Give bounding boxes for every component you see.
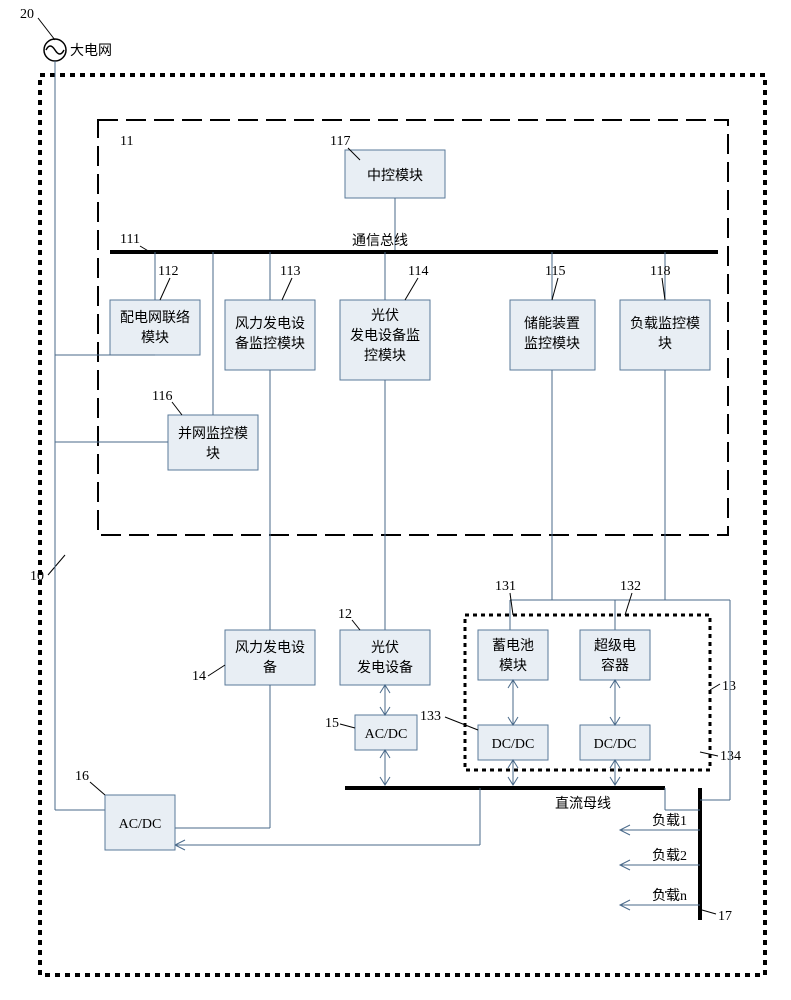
svg-text:控模块: 控模块 — [364, 348, 406, 364]
load-1-label: 负载1 — [652, 813, 687, 829]
svg-text:备: 备 — [263, 659, 277, 676]
svg-text:发电设备监: 发电设备监 — [350, 327, 420, 344]
svg-text:蓄电池: 蓄电池 — [492, 638, 534, 654]
svg-text:备监控模块: 备监控模块 — [235, 335, 305, 352]
storage-monitor-module: 储能装置 监控模块 — [510, 300, 595, 370]
grid-link-module: 配电网联络 模块 — [110, 300, 200, 355]
supercap-module: 超级电 容器 — [580, 630, 650, 680]
label-133: 133 — [420, 709, 441, 724]
load-2-label: 负载2 — [652, 848, 687, 864]
svg-text:AC/DC: AC/DC — [365, 727, 408, 742]
label-132: 132 — [620, 579, 641, 594]
dcdc-converter-133: DC/DC — [478, 725, 548, 760]
svg-text:块: 块 — [206, 446, 220, 462]
acdc-converter-15: AC/DC — [355, 715, 417, 750]
svg-text:中控模块: 中控模块 — [367, 168, 423, 184]
battery-module: 蓄电池 模块 — [478, 630, 548, 680]
dcdc-converter-134: DC/DC — [580, 725, 650, 760]
label-112: 112 — [158, 264, 178, 279]
label-16: 16 — [75, 769, 89, 784]
svg-text:储能装置: 储能装置 — [524, 316, 580, 332]
svg-text:光伏: 光伏 — [371, 640, 399, 656]
label-10: 10 — [30, 569, 44, 584]
label-117: 117 — [330, 134, 350, 149]
grid-label: 大电网 — [70, 43, 112, 59]
label-14: 14 — [192, 669, 206, 684]
label-11: 11 — [120, 134, 133, 149]
svg-text:DC/DC: DC/DC — [594, 737, 637, 752]
central-control-module: 中控模块 — [345, 150, 445, 198]
label-17: 17 — [718, 909, 732, 924]
svg-text:监控模块: 监控模块 — [524, 336, 580, 352]
svg-text:容器: 容器 — [601, 657, 629, 674]
svg-text:配电网联络: 配电网联络 — [120, 310, 190, 326]
label-113: 113 — [280, 264, 300, 279]
svg-text:并网监控模: 并网监控模 — [178, 426, 248, 442]
svg-text:AC/DC: AC/DC — [119, 817, 162, 832]
label-118: 118 — [650, 264, 670, 279]
acdc-converter-16: AC/DC — [105, 795, 175, 850]
wind-monitor-module: 风力发电设 备监控模块 — [225, 300, 315, 370]
wind-device: 风力发电设 备 — [225, 630, 315, 685]
label-111: 111 — [120, 232, 140, 247]
load-n-label: 负载n — [652, 888, 687, 904]
label-13: 13 — [722, 679, 736, 694]
svg-text:光伏: 光伏 — [371, 308, 399, 324]
svg-text:模块: 模块 — [141, 330, 169, 346]
svg-text:超级电: 超级电 — [594, 638, 636, 654]
svg-text:负载监控模: 负载监控模 — [630, 316, 700, 332]
label-12: 12 — [338, 607, 352, 622]
label-131: 131 — [495, 579, 516, 594]
load-monitor-module: 负载监控模 块 — [620, 300, 710, 370]
label-15: 15 — [325, 716, 339, 731]
svg-text:DC/DC: DC/DC — [492, 737, 535, 752]
svg-text:风力发电设: 风力发电设 — [235, 316, 305, 332]
dc-bus-label: 直流母线 — [555, 795, 611, 812]
gridtie-monitor-module: 并网监控模 块 — [168, 415, 258, 470]
svg-text:块: 块 — [658, 336, 672, 352]
label-114: 114 — [408, 264, 428, 279]
svg-text:发电设备: 发电设备 — [357, 659, 413, 676]
pv-device: 光伏 发电设备 — [340, 630, 430, 685]
comm-bus-label: 通信总线 — [352, 233, 408, 249]
svg-text:风力发电设: 风力发电设 — [235, 640, 305, 656]
label-116: 116 — [152, 389, 172, 404]
svg-text:模块: 模块 — [499, 658, 527, 674]
label-115: 115 — [545, 264, 565, 279]
label-20: 20 — [20, 7, 34, 22]
pv-monitor-module: 光伏 发电设备监 控模块 — [340, 300, 430, 380]
